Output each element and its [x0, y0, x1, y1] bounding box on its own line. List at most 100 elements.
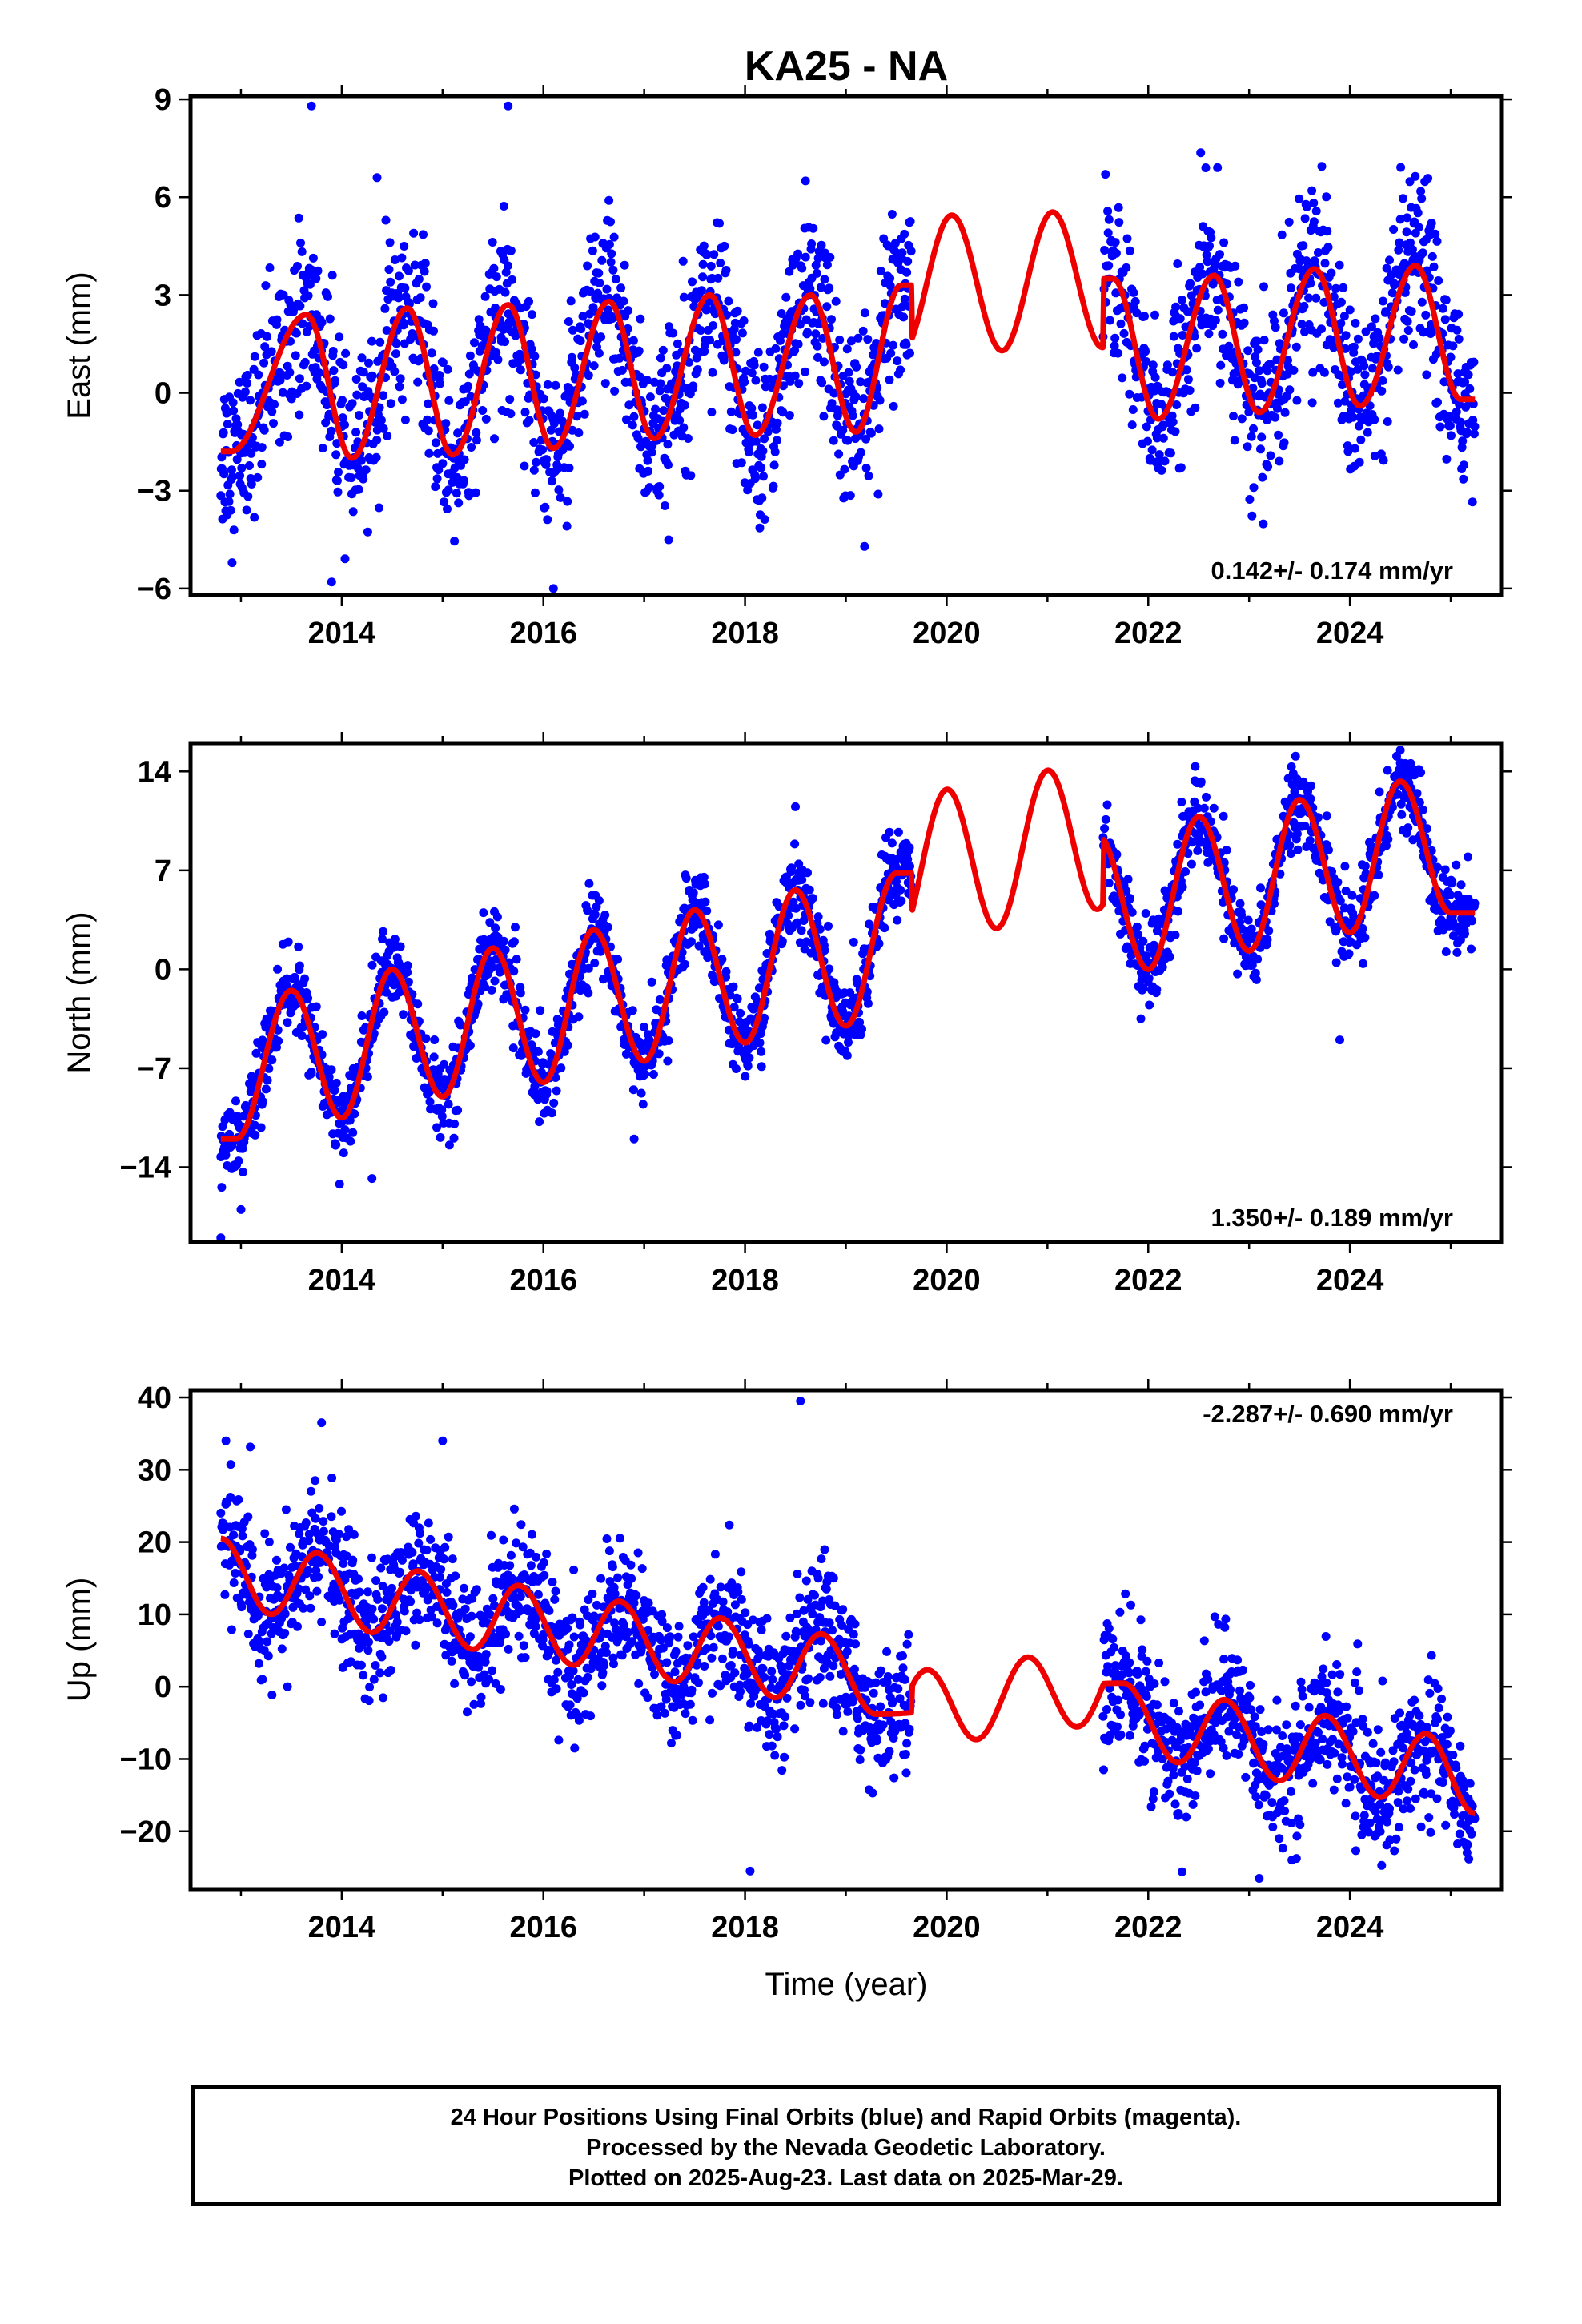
north-data-point [499, 936, 508, 946]
east-data-point [219, 428, 228, 437]
up-data-point [319, 1526, 328, 1536]
east-data-point [809, 223, 818, 233]
up-data-point [499, 1535, 508, 1545]
east-data-point [1256, 444, 1265, 454]
east-data-point [840, 464, 849, 474]
north-data-point [1447, 877, 1457, 886]
east-data-point [770, 447, 780, 456]
north-data-point [1170, 931, 1180, 940]
north-data-point [1101, 814, 1110, 824]
up-data-point [480, 1657, 490, 1667]
east-data-point [554, 485, 564, 495]
east-data-point [1363, 428, 1372, 437]
east-data-point [887, 210, 897, 219]
east-data-point [556, 493, 565, 502]
east-data-point [516, 365, 525, 375]
north-data-point [1440, 865, 1450, 875]
east-data-point [829, 436, 838, 445]
east-data-point [1110, 341, 1119, 351]
east-data-point [876, 267, 885, 275]
east-data-point [817, 378, 827, 388]
up-data-point [520, 1653, 530, 1663]
east-data-point [893, 356, 902, 366]
east-data-point [1444, 412, 1454, 421]
east-data-point [656, 379, 665, 388]
east-data-point [375, 503, 383, 513]
east-data-point [1432, 236, 1442, 246]
east-data-point [755, 523, 765, 533]
north-data-point [1452, 947, 1462, 957]
east-data-point [232, 455, 242, 464]
up-data-point [432, 1618, 442, 1628]
east-data-point [460, 455, 469, 464]
east-data-point [499, 202, 508, 211]
east-data-point [324, 409, 334, 419]
east-data-point [298, 319, 307, 328]
north-data-point [367, 960, 377, 970]
east-x-tick-label: 2024 [1316, 617, 1384, 650]
north-data-point [335, 1180, 344, 1189]
east-data-point [540, 502, 550, 512]
east-data-point [1458, 436, 1468, 446]
east-data-point [771, 344, 781, 353]
up-data-point [565, 1700, 575, 1710]
east-data-point [585, 309, 594, 319]
east-data-point [219, 469, 229, 479]
north-data-point [1256, 883, 1265, 893]
east-data-point [1173, 259, 1182, 268]
north-x-tick-label: 2018 [711, 1264, 779, 1297]
east-data-point [1142, 422, 1151, 432]
up-data-point [367, 1604, 377, 1614]
east-data-point [351, 428, 361, 437]
north-data-point [733, 994, 742, 1003]
east-data-point [901, 340, 911, 349]
north-outlier-point [367, 1174, 377, 1184]
east-data-point [357, 353, 367, 363]
north-data-point [700, 879, 709, 889]
north-data-point [1173, 907, 1182, 916]
north-data-point [1375, 787, 1384, 797]
east-data-point [331, 450, 341, 460]
east-data-point [885, 375, 894, 384]
east-data-point [1259, 282, 1268, 292]
east-data-point [1394, 245, 1403, 255]
east-data-point [410, 260, 420, 270]
north-data-point [842, 1051, 852, 1060]
east-data-point [1178, 331, 1187, 340]
north-data-point [584, 879, 594, 888]
east-data-point [297, 247, 307, 256]
east-data-point [812, 268, 821, 278]
east-data-point [737, 328, 747, 338]
east-data-point [1280, 408, 1290, 417]
north-data-point [636, 1088, 646, 1098]
east-data-point [597, 255, 607, 265]
east-data-point [223, 420, 232, 429]
east-data-point [1158, 433, 1168, 443]
north-data-point [273, 964, 283, 974]
north-data-point [440, 1059, 449, 1069]
north-data-point [777, 936, 787, 946]
north-data-point [261, 1084, 271, 1094]
north-data-point [1123, 875, 1133, 884]
east-data-point [1128, 405, 1138, 414]
east-data-point [400, 242, 409, 251]
east-data-point [246, 396, 255, 405]
east-data-point [1418, 248, 1427, 258]
east-data-point [295, 374, 304, 384]
north-data-point [413, 999, 423, 1009]
up-data-point [518, 1542, 528, 1552]
north-data-point [1196, 777, 1206, 786]
north-data-point [790, 839, 800, 849]
east-data-point [785, 376, 795, 386]
east-data-point [1114, 218, 1124, 227]
north-data-point [1456, 880, 1466, 890]
east-data-point [1335, 260, 1344, 270]
north-data-point [531, 1029, 540, 1039]
north-data-point [1165, 952, 1174, 962]
east-data-point [500, 337, 509, 347]
east-data-point [327, 426, 336, 436]
north-data-point [1340, 862, 1350, 871]
east-data-point [606, 217, 615, 227]
up-data-point [487, 1530, 496, 1540]
up-data-point [415, 1615, 424, 1625]
